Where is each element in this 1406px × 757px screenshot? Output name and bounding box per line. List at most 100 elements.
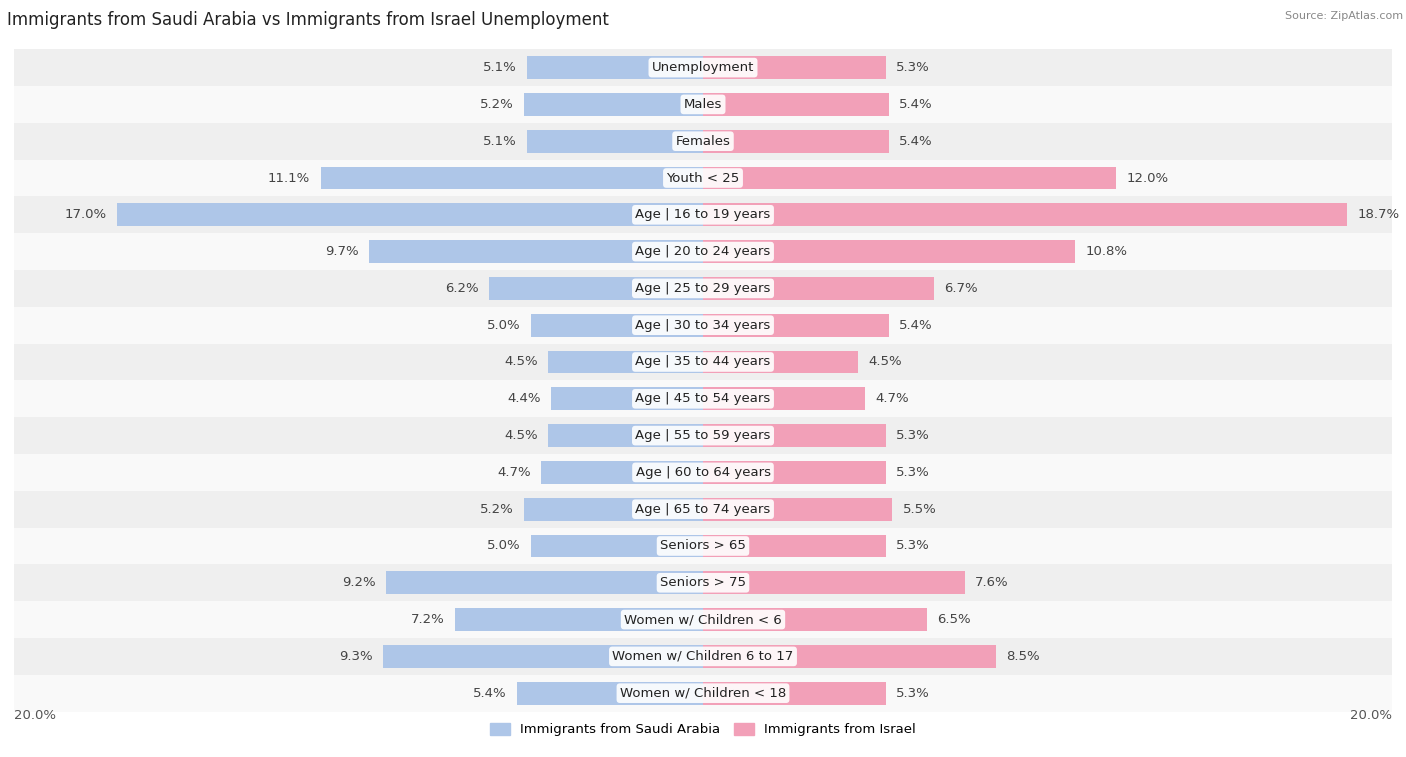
Bar	[118, 204, 703, 226]
Bar	[703, 424, 886, 447]
Bar	[14, 123, 1392, 160]
Bar	[548, 424, 703, 447]
Bar	[551, 388, 703, 410]
Bar	[703, 56, 886, 79]
Text: 10.8%: 10.8%	[1085, 245, 1128, 258]
Bar	[14, 270, 1392, 307]
Text: 4.7%: 4.7%	[498, 466, 531, 479]
Bar	[14, 49, 1392, 86]
Bar	[387, 572, 703, 594]
Bar	[14, 674, 1392, 712]
Bar	[541, 461, 703, 484]
Text: 6.7%: 6.7%	[945, 282, 977, 295]
Text: 5.4%: 5.4%	[900, 98, 934, 111]
Bar	[703, 461, 886, 484]
Text: Youth < 25: Youth < 25	[666, 172, 740, 185]
Text: 4.4%: 4.4%	[508, 392, 541, 405]
Text: 8.5%: 8.5%	[1007, 650, 1040, 663]
Bar	[703, 645, 995, 668]
Text: 5.5%: 5.5%	[903, 503, 936, 516]
Text: 5.1%: 5.1%	[484, 61, 517, 74]
Bar	[703, 572, 965, 594]
Text: Seniors > 65: Seniors > 65	[659, 540, 747, 553]
Bar	[14, 344, 1392, 381]
Text: 5.0%: 5.0%	[486, 540, 520, 553]
Text: 11.1%: 11.1%	[269, 172, 311, 185]
Bar	[703, 314, 889, 337]
Bar	[524, 498, 703, 521]
Bar	[703, 608, 927, 631]
Text: Age | 16 to 19 years: Age | 16 to 19 years	[636, 208, 770, 221]
Text: Females: Females	[675, 135, 731, 148]
Text: Age | 25 to 29 years: Age | 25 to 29 years	[636, 282, 770, 295]
Bar	[703, 682, 886, 705]
Text: Age | 60 to 64 years: Age | 60 to 64 years	[636, 466, 770, 479]
Text: Age | 45 to 54 years: Age | 45 to 54 years	[636, 392, 770, 405]
Bar	[527, 56, 703, 79]
Text: 5.4%: 5.4%	[900, 319, 934, 332]
Text: Source: ZipAtlas.com: Source: ZipAtlas.com	[1285, 11, 1403, 21]
Bar	[548, 350, 703, 373]
Text: Women w/ Children < 6: Women w/ Children < 6	[624, 613, 782, 626]
Text: 5.3%: 5.3%	[896, 466, 929, 479]
Bar	[703, 498, 893, 521]
Bar	[703, 388, 865, 410]
Text: Age | 55 to 59 years: Age | 55 to 59 years	[636, 429, 770, 442]
Bar	[14, 86, 1392, 123]
Bar	[489, 277, 703, 300]
Bar	[527, 129, 703, 153]
Text: Age | 65 to 74 years: Age | 65 to 74 years	[636, 503, 770, 516]
Bar	[703, 167, 1116, 189]
Bar	[14, 454, 1392, 491]
Text: 9.2%: 9.2%	[342, 576, 375, 589]
Bar	[703, 277, 934, 300]
Text: 4.5%: 4.5%	[869, 356, 903, 369]
Text: 5.2%: 5.2%	[479, 98, 513, 111]
Text: 20.0%: 20.0%	[14, 709, 56, 722]
Text: 5.4%: 5.4%	[900, 135, 934, 148]
Text: 5.3%: 5.3%	[896, 687, 929, 699]
Text: 7.6%: 7.6%	[976, 576, 1008, 589]
Text: Unemployment: Unemployment	[652, 61, 754, 74]
Text: 4.5%: 4.5%	[503, 429, 537, 442]
Text: 5.0%: 5.0%	[486, 319, 520, 332]
Bar	[703, 350, 858, 373]
Text: 5.3%: 5.3%	[896, 429, 929, 442]
Text: Women w/ Children < 18: Women w/ Children < 18	[620, 687, 786, 699]
Text: 4.5%: 4.5%	[503, 356, 537, 369]
Text: 9.7%: 9.7%	[325, 245, 359, 258]
Text: Immigrants from Saudi Arabia vs Immigrants from Israel Unemployment: Immigrants from Saudi Arabia vs Immigran…	[7, 11, 609, 30]
Bar	[321, 167, 703, 189]
Bar	[524, 93, 703, 116]
Bar	[382, 645, 703, 668]
Text: 5.3%: 5.3%	[896, 540, 929, 553]
Bar	[14, 160, 1392, 196]
Text: 7.2%: 7.2%	[411, 613, 444, 626]
Text: 5.3%: 5.3%	[896, 61, 929, 74]
Text: 20.0%: 20.0%	[1350, 709, 1392, 722]
Bar	[14, 528, 1392, 565]
Bar	[14, 491, 1392, 528]
Legend: Immigrants from Saudi Arabia, Immigrants from Israel: Immigrants from Saudi Arabia, Immigrants…	[485, 718, 921, 741]
Text: 18.7%: 18.7%	[1358, 208, 1399, 221]
Bar	[703, 129, 889, 153]
Bar	[703, 240, 1076, 263]
Bar	[14, 381, 1392, 417]
Text: Women w/ Children 6 to 17: Women w/ Children 6 to 17	[613, 650, 793, 663]
Text: Males: Males	[683, 98, 723, 111]
Bar	[703, 93, 889, 116]
Bar	[14, 565, 1392, 601]
Text: 6.2%: 6.2%	[446, 282, 479, 295]
Bar	[14, 601, 1392, 638]
Bar	[531, 314, 703, 337]
Text: 5.4%: 5.4%	[472, 687, 506, 699]
Text: Seniors > 75: Seniors > 75	[659, 576, 747, 589]
Bar	[368, 240, 703, 263]
Text: 4.7%: 4.7%	[875, 392, 908, 405]
Text: 5.1%: 5.1%	[484, 135, 517, 148]
Bar	[14, 417, 1392, 454]
Text: 17.0%: 17.0%	[65, 208, 107, 221]
Text: Age | 30 to 34 years: Age | 30 to 34 years	[636, 319, 770, 332]
Text: Age | 35 to 44 years: Age | 35 to 44 years	[636, 356, 770, 369]
Text: 5.2%: 5.2%	[479, 503, 513, 516]
